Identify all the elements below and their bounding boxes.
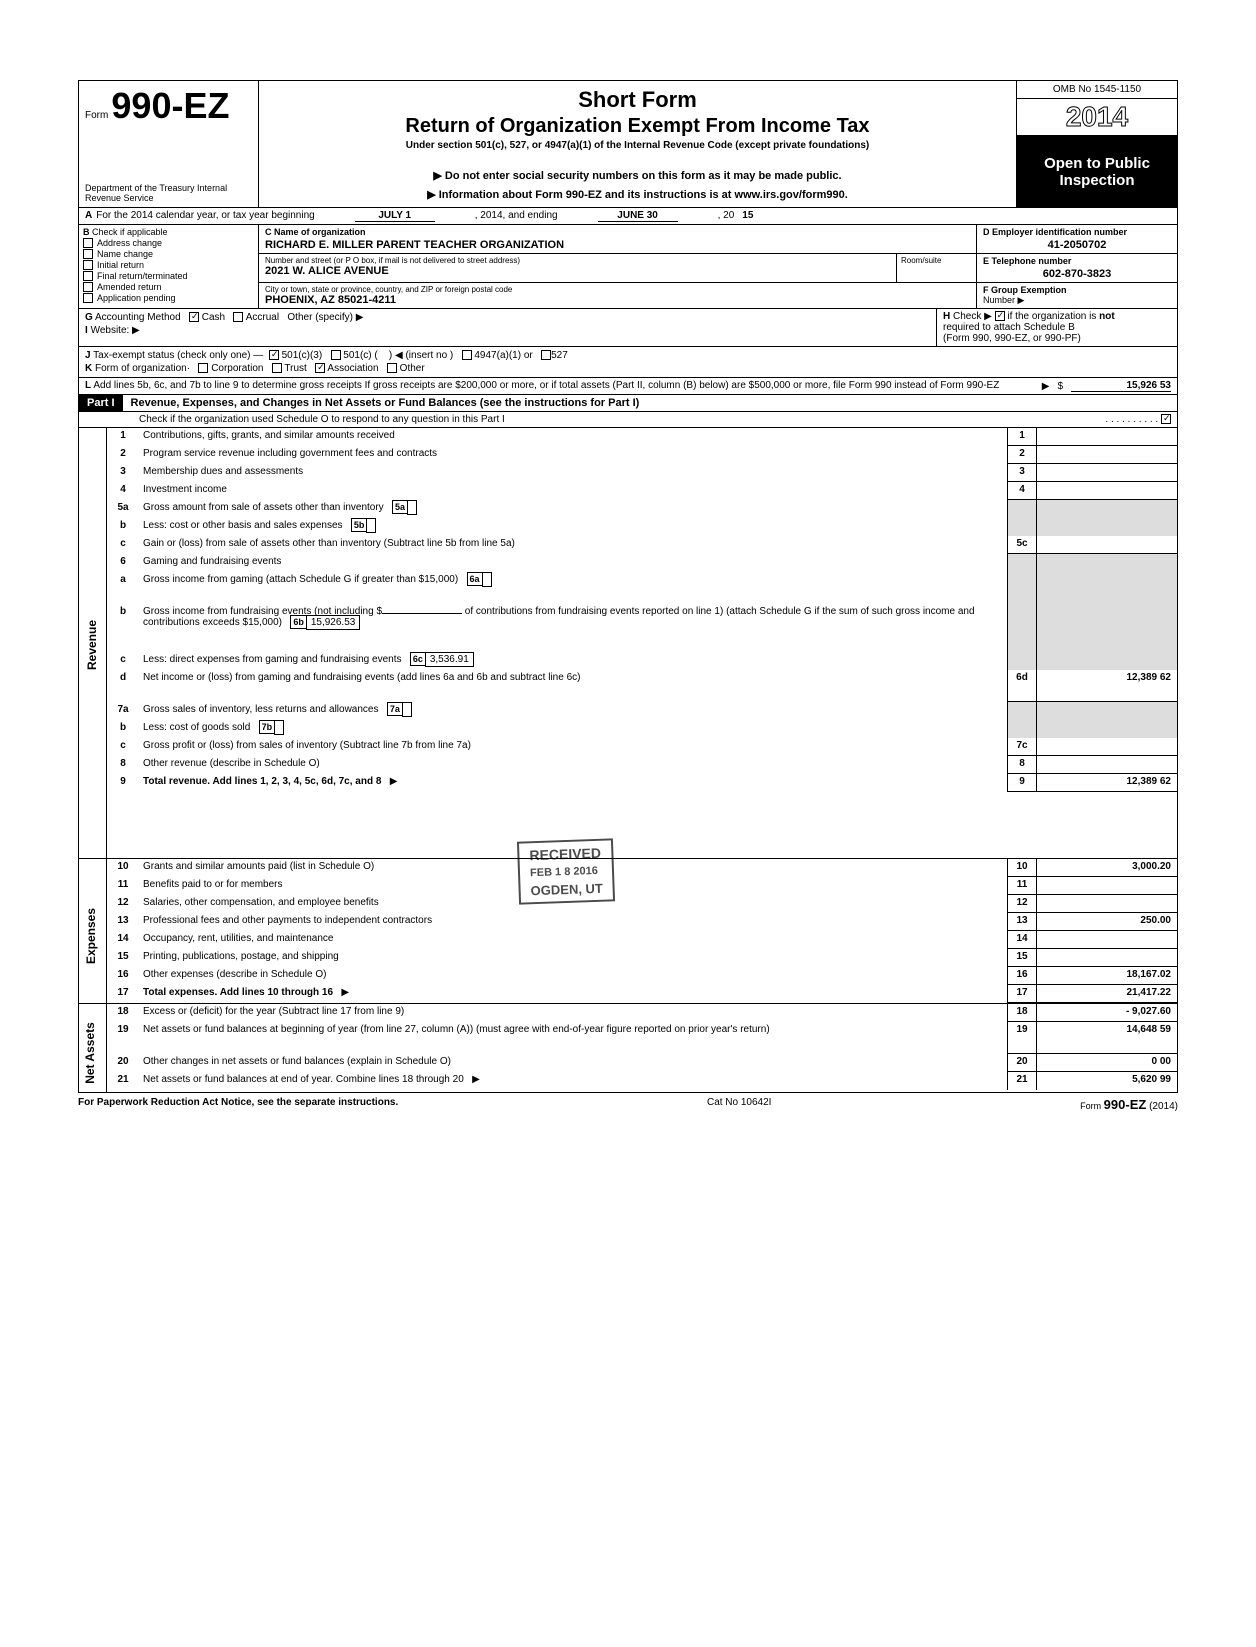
part1-label: Part I: [79, 395, 123, 411]
cb-initial-return[interactable]: Initial return: [83, 260, 254, 270]
line-6d: dNet income or (loss) from gaming and fu…: [107, 670, 1177, 702]
line-4: 4Investment income4: [107, 482, 1177, 500]
line-2: 2Program service revenue including gover…: [107, 446, 1177, 464]
page-footer: For Paperwork Reduction Act Notice, see …: [78, 1093, 1178, 1116]
line-18: 18Excess or (deficit) for the year (Subt…: [107, 1004, 1177, 1022]
cb-other-org[interactable]: [387, 363, 397, 373]
line-6: 6Gaming and fundraising events: [107, 554, 1177, 572]
line-5a: 5aGross amount from sale of assets other…: [107, 500, 1177, 518]
cb-corp[interactable]: [198, 363, 208, 373]
line-3: 3Membership dues and assessments3: [107, 464, 1177, 482]
row-gih: G Accounting Method Cash Accrual Other (…: [78, 308, 1178, 347]
row-g-accounting: G Accounting Method Cash Accrual Other (…: [85, 311, 930, 324]
line-15: 15Printing, publications, postage, and s…: [107, 949, 1177, 967]
col-b-checkboxes: B Check if applicable Address change Nam…: [79, 225, 259, 308]
short-form-title: Short Form: [267, 87, 1008, 113]
row-i-website: I Website: ▶: [85, 324, 930, 337]
cb-schedule-o[interactable]: [1161, 414, 1171, 424]
row-k-form-of-org: K Form of organization· Corporation Trus…: [85, 362, 1171, 375]
line-11: 11Benefits paid to or for members11: [107, 877, 1177, 895]
row-l-gross-receipts: L Add lines 5b, 6c, and 7b to line 9 to …: [78, 378, 1178, 395]
cb-amended[interactable]: Amended return: [83, 282, 254, 292]
section-bcdef: B Check if applicable Address change Nam…: [78, 225, 1178, 308]
row-j-tax-exempt: J Tax-exempt status (check only one) — 5…: [85, 349, 1171, 362]
org-name-cell: C Name of organization RICHARD E. MILLER…: [259, 225, 977, 254]
side-expenses: Expenses: [79, 859, 107, 1003]
ein-cell: D Employer identification number 41-2050…: [977, 225, 1177, 254]
form-number: 990-EZ: [111, 85, 229, 126]
row-a-tax-year: A For the 2014 calendar year, or tax yea…: [78, 208, 1178, 225]
cb-address-change[interactable]: Address change: [83, 238, 254, 248]
side-net-assets: Net Assets: [79, 1004, 107, 1092]
return-title: Return of Organization Exempt From Incom…: [267, 115, 1008, 138]
line-17: 17Total expenses. Add lines 10 through 1…: [107, 985, 1177, 1003]
line-19: 19Net assets or fund balances at beginni…: [107, 1022, 1177, 1054]
line-5c: cGain or (loss) from sale of assets othe…: [107, 536, 1177, 554]
cb-application-pending[interactable]: Application pending: [83, 293, 254, 303]
cb-cash[interactable]: [189, 312, 199, 322]
line-16: 16Other expenses (describe in Schedule O…: [107, 967, 1177, 985]
dept-text: Department of the Treasury Internal Reve…: [85, 159, 252, 203]
line-7b: bLess: cost of goods sold 7b: [107, 720, 1177, 738]
part1-table: Revenue 1Contributions, gifts, grants, a…: [78, 428, 1178, 1093]
col-cde: C Name of organization RICHARD E. MILLER…: [259, 225, 1177, 308]
omb-number: OMB No 1545-1150: [1017, 81, 1177, 99]
cb-527[interactable]: [541, 350, 551, 360]
stamp-received: RECEIVED FEB 1 8 2016 OGDEN, UT: [517, 838, 615, 904]
cb-501c3[interactable]: [269, 350, 279, 360]
row-jk: J Tax-exempt status (check only one) — 5…: [78, 347, 1178, 378]
line-13: 13Professional fees and other payments t…: [107, 913, 1177, 931]
group-exemption-cell: F Group Exemption Number ▶: [977, 283, 1177, 308]
cb-schedule-b[interactable]: [995, 311, 1005, 321]
address-cell: Number and street (or P O box, if mail i…: [259, 254, 897, 283]
header-center: Short Form Return of Organization Exempt…: [259, 81, 1017, 207]
side-revenue: Revenue: [79, 428, 107, 858]
form-header: Form 990-EZ Department of the Treasury I…: [78, 80, 1178, 208]
cb-assoc[interactable]: [315, 363, 325, 373]
line-6b: bGross income from fundraising events (n…: [107, 604, 1177, 652]
cb-4947[interactable]: [462, 350, 472, 360]
tax-year: 2014: [1017, 99, 1177, 136]
line-6c: cLess: direct expenses from gaming and f…: [107, 652, 1177, 670]
cb-trust[interactable]: [272, 363, 282, 373]
cb-accrual[interactable]: [233, 312, 243, 322]
line-6a: aGross income from gaming (attach Schedu…: [107, 572, 1177, 604]
line-12: 12Salaries, other compensation, and empl…: [107, 895, 1177, 913]
cb-501c[interactable]: [331, 350, 341, 360]
line-10: 10Grants and similar amounts paid (list …: [107, 859, 1177, 877]
line-9: 9Total revenue. Add lines 1, 2, 3, 4, 5c…: [107, 774, 1177, 792]
header-right: OMB No 1545-1150 2014 Open to Public Ins…: [1017, 81, 1177, 207]
line-7a: 7aGross sales of inventory, less returns…: [107, 702, 1177, 720]
cb-name-change[interactable]: Name change: [83, 249, 254, 259]
city-cell: City or town, state or province, country…: [259, 283, 977, 308]
line-20: 20Other changes in net assets or fund ba…: [107, 1054, 1177, 1072]
line-21: 21Net assets or fund balances at end of …: [107, 1072, 1177, 1090]
inspection-box: Open to Public Inspection: [1017, 136, 1177, 207]
part1-header-row: Part I Revenue, Expenses, and Changes in…: [78, 395, 1178, 412]
line-7c: cGross profit or (loss) from sales of in…: [107, 738, 1177, 756]
line-5b: bLess: cost or other basis and sales exp…: [107, 518, 1177, 536]
room-cell: Room/suite: [897, 254, 977, 283]
subtitle: Under section 501(c), 527, or 4947(a)(1)…: [267, 140, 1008, 151]
line-8: 8Other revenue (describe in Schedule O)8: [107, 756, 1177, 774]
phone-cell: E Telephone number 602-870-3823: [977, 254, 1177, 283]
cb-final-return[interactable]: Final return/terminated: [83, 271, 254, 281]
line-1: 1Contributions, gifts, grants, and simil…: [107, 428, 1177, 446]
row-h-schedule-b: H Check ▶ if the organization is not req…: [937, 309, 1177, 346]
info-link: ▶ Information about Form 990-EZ and its …: [267, 188, 1008, 201]
part1-check-row: Check if the organization used Schedule …: [78, 412, 1178, 428]
ssn-notice: ▶ Do not enter social security numbers o…: [267, 169, 1008, 182]
form-number-box: Form 990-EZ Department of the Treasury I…: [79, 81, 259, 207]
form-prefix: Form: [85, 110, 108, 121]
line-14: 14Occupancy, rent, utilities, and mainte…: [107, 931, 1177, 949]
part1-title: Revenue, Expenses, and Changes in Net As…: [123, 395, 1177, 411]
